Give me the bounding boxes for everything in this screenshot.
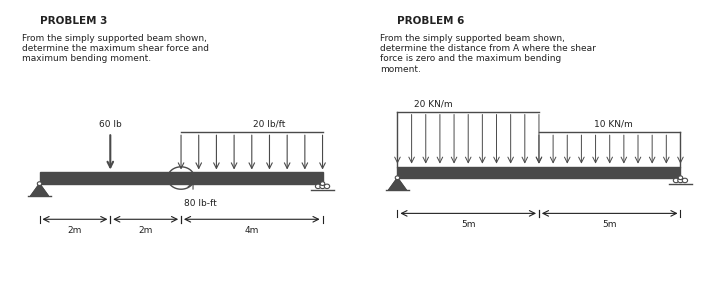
Text: 5m: 5m <box>461 220 475 229</box>
Text: 80 lb-ft: 80 lb-ft <box>184 199 217 208</box>
Circle shape <box>320 184 325 188</box>
Text: 20 KN/m: 20 KN/m <box>413 99 452 108</box>
Circle shape <box>683 178 688 183</box>
Circle shape <box>678 178 683 183</box>
Text: 2m: 2m <box>68 226 82 235</box>
Text: 60 lb: 60 lb <box>99 120 122 129</box>
Text: From the simply supported beam shown,
determine the maximum shear force and
maxi: From the simply supported beam shown, de… <box>22 34 209 63</box>
Text: 20 lb/ft: 20 lb/ft <box>253 120 286 129</box>
Circle shape <box>320 182 325 185</box>
Text: 4m: 4m <box>245 226 259 235</box>
Polygon shape <box>31 184 48 196</box>
Bar <box>397 167 680 178</box>
Bar <box>40 172 323 184</box>
Text: PROBLEM 3: PROBLEM 3 <box>40 16 107 26</box>
Text: 10 KN/m: 10 KN/m <box>594 120 633 129</box>
Circle shape <box>673 178 679 183</box>
Circle shape <box>315 184 320 188</box>
Text: PROBLEM 6: PROBLEM 6 <box>397 16 465 26</box>
Text: 5m: 5m <box>603 220 617 229</box>
Circle shape <box>678 176 683 180</box>
Text: 2m: 2m <box>138 226 153 235</box>
Text: From the simply supported beam shown,
determine the distance from A where the sh: From the simply supported beam shown, de… <box>379 34 595 74</box>
Circle shape <box>395 176 400 180</box>
Circle shape <box>324 184 330 188</box>
Circle shape <box>37 182 42 185</box>
Polygon shape <box>389 178 406 190</box>
